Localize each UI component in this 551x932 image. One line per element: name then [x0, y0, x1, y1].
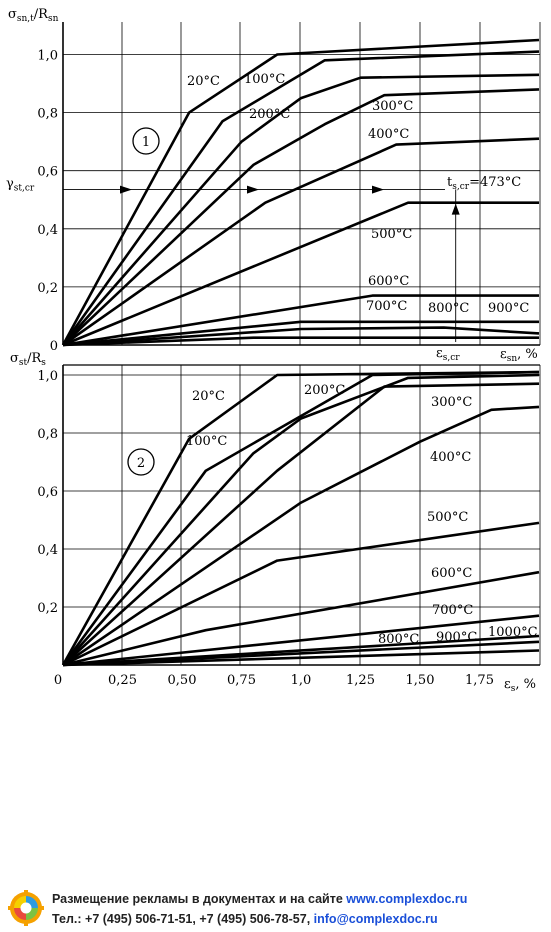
series-line-1-700c	[62, 320, 539, 347]
y-tick-label-1: 0	[50, 339, 58, 354]
y-tick-label-1: 0,8	[37, 107, 58, 122]
panel-number-1: 1	[142, 135, 150, 150]
series-label-2-400c: 400°C	[430, 450, 471, 465]
y-tick-label-2: 0,4	[37, 543, 58, 558]
series-line-2-900c	[62, 640, 540, 667]
footer-ad-text: Размещение рекламы в документах и на сай…	[52, 892, 343, 906]
series-label-2-1000c: 1000°C	[488, 625, 538, 640]
arrow-right-icon	[372, 185, 384, 194]
x-tick-label: 1,50	[406, 673, 435, 688]
chart-figure: σsn,t/Rsn σst/Rs εsn, % εs, % 0 0,2 0,4 0,6 0,8 1…	[6, 7, 541, 694]
series-label-2-500c: 500°C	[427, 510, 468, 525]
footer-phone-line: Тел.: +7 (495) 506-71-51, +7 (495) 506-7…	[52, 912, 438, 926]
y-axis-title-1: σsn,t/Rsn	[8, 7, 59, 24]
footer-email-link[interactable]: info@complexdoc.ru	[313, 912, 438, 926]
arrow-right-icon	[120, 185, 132, 194]
arrow-right-icon	[247, 185, 259, 194]
footer-bar: Размещение рекламы в документах и на сай…	[0, 882, 551, 932]
series-label-1-400c: 400°C	[368, 127, 409, 142]
gear-logo-icon	[8, 890, 44, 926]
series-label-1-300c: 300°C	[372, 99, 413, 114]
series-line-1-400c	[62, 137, 540, 347]
series-line-2-600c	[62, 570, 540, 667]
y-tick-label-1: 0,6	[37, 165, 58, 180]
series-label-1-800c: 800°C	[428, 301, 469, 316]
panel-circle-1	[132, 127, 160, 155]
series-line-2-400c	[62, 405, 540, 667]
series-line-1-300c	[62, 88, 540, 346]
footer-ad-line: Размещение рекламы в документах и на сай…	[52, 892, 467, 906]
y-tick-label-1: 0,2	[37, 281, 58, 296]
x-tick-label: 0,50	[168, 673, 197, 688]
x-tick-label: 0,75	[227, 673, 256, 688]
x-axis-title-2: εs, %	[504, 677, 536, 694]
panel-number-2: 2	[137, 456, 145, 471]
series-line-1-600c	[62, 294, 539, 347]
series-line-1-20c	[61, 38, 540, 346]
y-axis-title-2: σst/Rs	[10, 351, 46, 368]
x-tick-label: 1,0	[291, 673, 312, 688]
footer-site-link[interactable]: www.complexdoc.ru	[346, 892, 468, 906]
series-label-2-600c: 600°C	[431, 566, 472, 581]
series-line-1-200c	[62, 73, 540, 346]
ts-cr-label: ts,cr=473°C	[447, 175, 521, 192]
series-line-2-1000c	[62, 649, 540, 667]
series-label-2-200c: 200°C	[304, 383, 345, 398]
series-line-2-700c	[62, 614, 540, 667]
gamma-label: γst,cr	[6, 177, 35, 194]
series-label-1-500c: 500°C	[371, 227, 412, 242]
x-tick-label: 0,25	[108, 673, 137, 688]
series-line-2-200c	[62, 373, 540, 666]
series-label-2-300c: 300°C	[431, 395, 472, 410]
series-label-2-20c: 20°C	[192, 389, 225, 404]
series-line-1-500c	[62, 201, 539, 347]
arrow-up-icon	[451, 203, 460, 215]
x-tick-label: 1,75	[465, 673, 494, 688]
series-label-1-600c: 600°C	[368, 274, 409, 289]
series-label-2-100c: 100°C	[186, 434, 227, 449]
series-line-1-100c	[61, 50, 540, 346]
y-tick-label-2: 0,6	[37, 485, 58, 500]
series-label-2-900c: 900°C	[436, 630, 477, 645]
series-line-1-800c	[62, 326, 540, 347]
series-line-2-500c	[62, 521, 540, 667]
series-label-1-20c: 20°C	[187, 74, 220, 89]
series-line-1-900c	[62, 336, 539, 347]
series-label-2-800c: 800°C	[378, 632, 419, 647]
series-line-2-100c	[61, 370, 540, 666]
series-label-1-200c: 200°C	[249, 107, 290, 122]
series-label-1-900c: 900°C	[488, 301, 529, 316]
series-label-2-700c: 700°C	[432, 603, 473, 618]
y-tick-label-1: 0,4	[37, 223, 58, 238]
footer-phone-text: Тел.: +7 (495) 506-71-51, +7 (495) 506-7…	[52, 912, 311, 926]
eps-cr-label: εs,cr	[436, 346, 460, 363]
y-tick-label-2: 1,0	[37, 369, 58, 384]
y-tick-label-2: 0,8	[37, 427, 58, 442]
y-tick-label-2: 0,2	[37, 601, 58, 616]
panel-circle-2	[127, 448, 155, 476]
x-tick-label: 0	[54, 673, 62, 688]
x-tick-label: 1,25	[346, 673, 375, 688]
series-line-2-300c	[62, 382, 540, 666]
y-tick-label-1: 1,0	[37, 49, 58, 64]
x-axis-title-1: εsn, %	[500, 347, 538, 364]
series-label-1-700c: 700°C	[366, 299, 407, 314]
series-label-1-100c: 100°C	[244, 72, 285, 87]
